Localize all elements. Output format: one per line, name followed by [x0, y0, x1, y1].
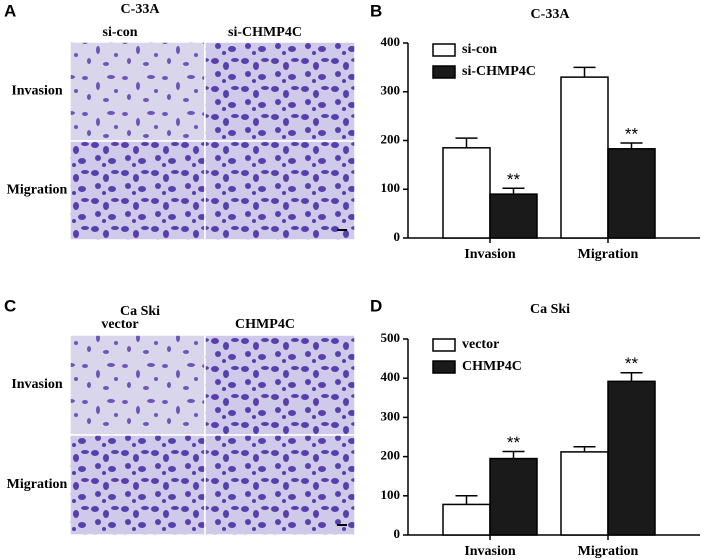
micrograph — [69, 434, 206, 536]
y-tick-label: 100 — [381, 180, 401, 195]
legend-label: si-CHMP4C — [462, 64, 536, 79]
bar — [607, 148, 656, 239]
chart-title: C-33A — [531, 7, 571, 22]
legend-label: si-con — [462, 42, 497, 57]
legend-swatch — [432, 360, 456, 374]
bar — [560, 76, 609, 239]
y-tick-label: 500 — [381, 330, 401, 345]
significance: ** — [625, 124, 639, 143]
chart-title: Ca Ski — [530, 302, 570, 317]
row-label: Migration — [7, 477, 68, 492]
panel-label: B — [370, 1, 382, 20]
x-tick-label: Invasion — [464, 247, 516, 262]
column-label: vector — [101, 317, 138, 332]
significance: ** — [625, 354, 639, 373]
x-tick-label: Migration — [578, 544, 639, 559]
y-tick-label: 200 — [381, 131, 401, 146]
panel-title: C-33A — [121, 2, 161, 17]
panel-label: A — [4, 1, 16, 20]
y-tick-label: 300 — [381, 408, 401, 423]
y-tick-label: 100 — [381, 487, 401, 502]
panel-label: C — [4, 296, 16, 315]
significance: ** — [507, 170, 521, 189]
y-tick-label: 400 — [381, 34, 401, 49]
bar — [442, 503, 491, 536]
micrograph — [204, 334, 356, 436]
bar — [489, 457, 538, 536]
y-tick-label: 300 — [381, 83, 401, 98]
micrograph — [204, 434, 356, 536]
row-label: Migration — [7, 183, 68, 198]
bar — [560, 451, 609, 536]
bar — [607, 380, 656, 536]
legend-label: CHMP4C — [462, 359, 522, 374]
y-tick-label: 200 — [381, 448, 401, 463]
x-tick-label: Invasion — [464, 544, 516, 559]
y-tick-label: 400 — [381, 369, 401, 384]
micrograph — [69, 334, 206, 436]
micrograph — [204, 140, 356, 241]
panel-title: Ca Ski — [120, 304, 160, 319]
bar — [489, 193, 538, 239]
row-label: Invasion — [11, 84, 63, 99]
column-label: si-con — [103, 25, 138, 40]
bar — [442, 147, 491, 239]
y-tick-label: 0 — [394, 229, 401, 244]
micrograph — [69, 41, 206, 142]
panel-label: D — [370, 296, 382, 315]
row-label: Invasion — [11, 377, 63, 392]
y-tick-label: 0 — [394, 526, 401, 541]
legend-label: vector — [462, 337, 499, 352]
column-label: si-CHMP4C — [228, 25, 302, 40]
micrograph — [69, 140, 206, 241]
x-tick-label: Migration — [578, 247, 639, 262]
significance: ** — [507, 433, 521, 452]
micrograph — [204, 41, 356, 142]
column-label: CHMP4C — [235, 317, 295, 332]
legend-swatch — [432, 65, 456, 79]
legend-swatch — [432, 338, 456, 352]
legend-swatch — [432, 43, 456, 57]
